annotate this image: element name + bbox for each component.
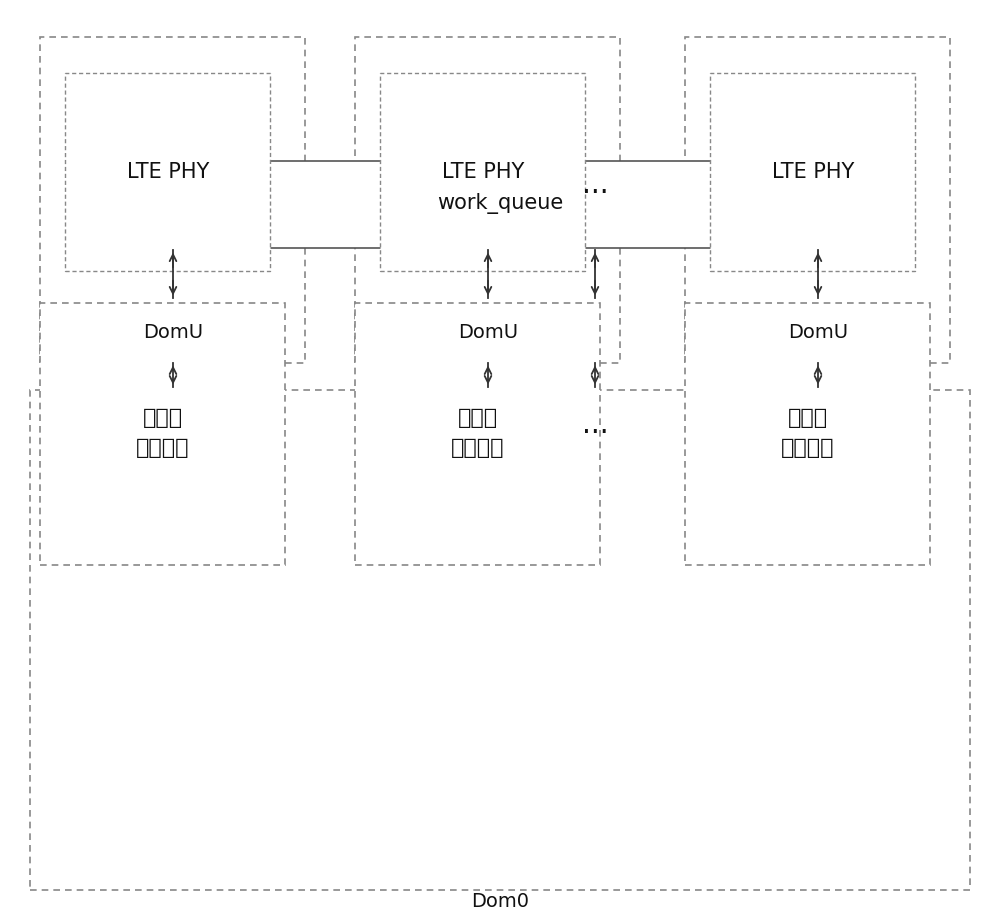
Text: DomU: DomU <box>143 323 203 341</box>
Bar <box>355 37 620 363</box>
Text: LTE PHY: LTE PHY <box>127 162 209 182</box>
Text: 硬件加
速器调度: 硬件加 速器调度 <box>136 409 190 458</box>
Bar <box>685 37 950 363</box>
Text: Dom0: Dom0 <box>471 892 529 911</box>
Bar <box>710 73 915 271</box>
Text: DomU: DomU <box>458 323 518 341</box>
Text: LTE PHY: LTE PHY <box>772 162 854 182</box>
Bar <box>100 161 900 248</box>
Text: 硬件加
速器调度: 硬件加 速器调度 <box>451 409 505 458</box>
Text: 硬件加
速器调度: 硬件加 速器调度 <box>781 409 835 458</box>
Text: LTE PHY: LTE PHY <box>442 162 524 182</box>
Bar <box>40 303 285 565</box>
Bar <box>685 303 930 565</box>
Text: DomU: DomU <box>788 323 848 341</box>
Bar <box>30 390 970 890</box>
Bar <box>40 37 305 363</box>
Text: ···: ··· <box>582 179 608 207</box>
Text: ···: ··· <box>582 420 608 447</box>
Bar <box>380 73 585 271</box>
Bar <box>65 73 270 271</box>
Text: work_queue: work_queue <box>437 194 563 214</box>
Bar <box>355 303 600 565</box>
